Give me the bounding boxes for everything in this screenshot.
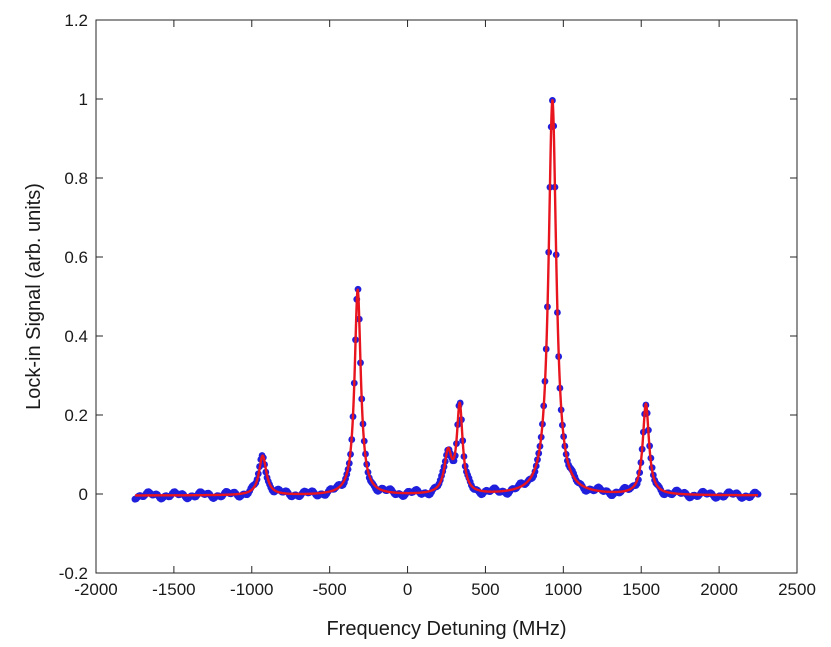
x-tick-label: 1000 [544, 580, 582, 599]
x-tick-label: -1000 [230, 580, 273, 599]
x-tick-label: -500 [313, 580, 347, 599]
y-tick-label: 0 [79, 485, 88, 504]
y-tick-label: 1.2 [64, 11, 88, 30]
x-tick-label: 500 [471, 580, 499, 599]
x-axis-label: Frequency Detuning (MHz) [326, 618, 566, 640]
x-tick-label: 2500 [778, 580, 816, 599]
y-tick-label: 0.2 [64, 406, 88, 425]
x-tick-label: 1500 [622, 580, 660, 599]
x-tick-label: -2000 [74, 580, 117, 599]
x-tick-label: 2000 [700, 580, 738, 599]
x-axis: -2000 -1500 -1000 -500 0 500 1000 1500 2000 2500 [74, 20, 816, 599]
plot-frame [95, 19, 798, 574]
y-tick-label: 1 [79, 90, 88, 109]
fit-curve-line [134, 98, 759, 497]
y-tick-label: 0.4 [64, 327, 88, 346]
x-tick-label: -1500 [152, 580, 195, 599]
x-tick-label: 0 [403, 580, 412, 599]
y-axis-label: Lock-in Signal (arb. units) [23, 183, 45, 410]
y-tick-label: 0.8 [64, 169, 88, 188]
y-tick-label: -0.2 [59, 564, 88, 583]
y-tick-label: 0.6 [64, 248, 88, 267]
data-layer [131, 97, 762, 503]
y-axis: -0.2 0 0.2 0.4 0.6 0.8 1 1.2 [59, 11, 797, 583]
